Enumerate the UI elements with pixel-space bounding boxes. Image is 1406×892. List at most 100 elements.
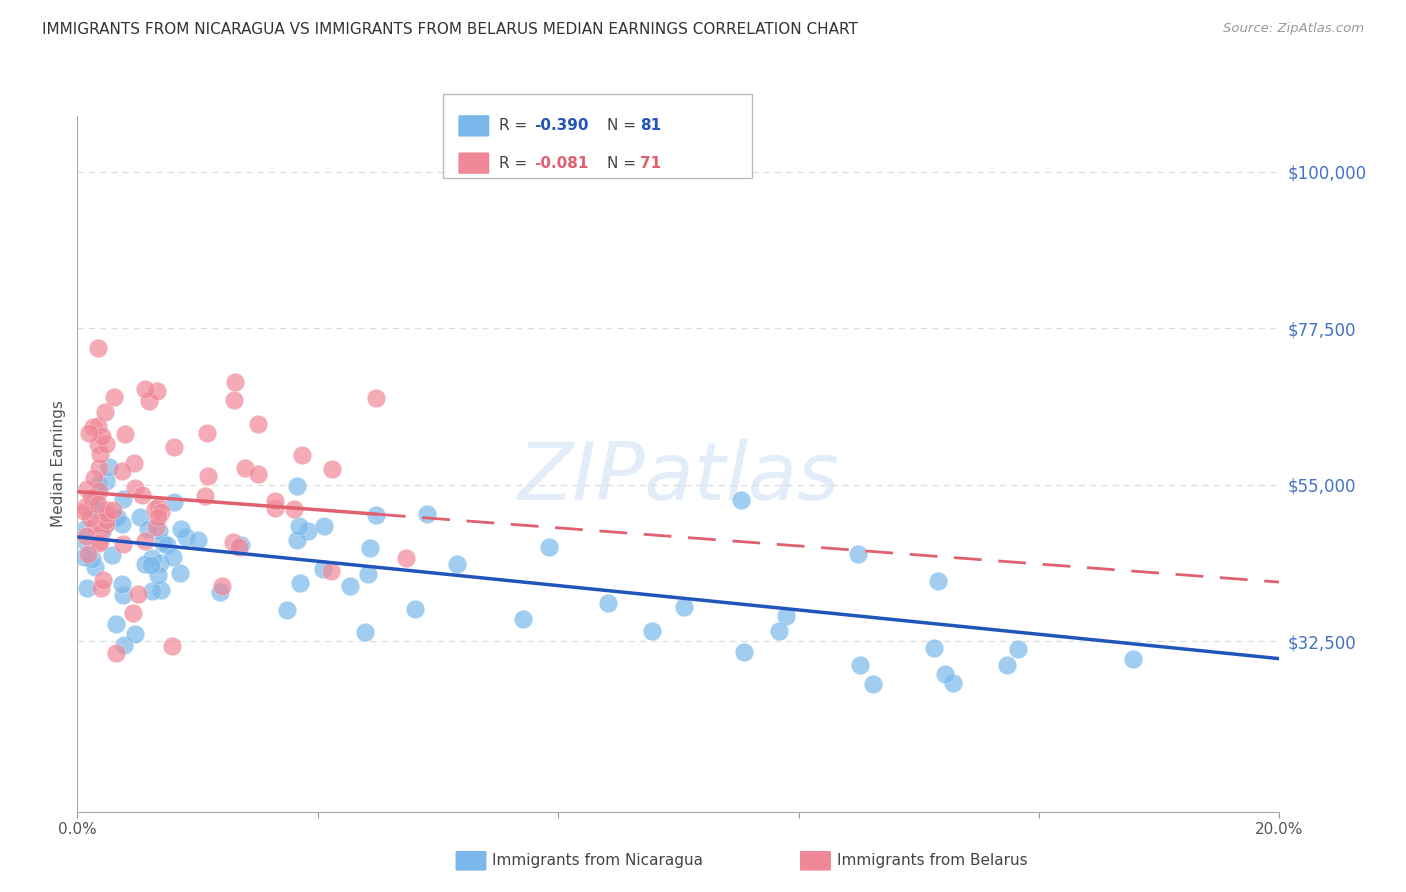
Point (82, 420, 104, 434)
Point (87, 461, 110, 475)
Point (768, 624, 790, 639)
Point (934, 667, 956, 681)
Point (112, 588, 135, 602)
Point (96, 506, 118, 520)
Point (103, 503, 125, 517)
Point (96, 511, 118, 525)
Point (174, 530, 197, 544)
Text: N =: N = (607, 155, 641, 170)
Point (163, 495, 186, 509)
Point (75, 528, 97, 542)
Point (76, 547, 98, 561)
Point (75, 521, 97, 535)
Point (77, 425, 100, 440)
Point (139, 558, 162, 572)
Point (124, 627, 146, 641)
Point (229, 538, 252, 552)
Point (134, 382, 156, 396)
Point (150, 505, 173, 519)
Point (111, 491, 134, 506)
Point (134, 533, 156, 548)
Point (122, 456, 145, 470)
Point (285, 533, 308, 548)
Point (404, 601, 426, 615)
Point (90, 507, 112, 521)
Point (1122, 652, 1144, 666)
Point (354, 625, 377, 640)
Point (862, 676, 884, 690)
Point (194, 489, 217, 503)
Point (103, 509, 125, 524)
Point (364, 508, 387, 523)
Point (91, 574, 114, 588)
Point (222, 535, 245, 549)
Point (73, 503, 96, 517)
Point (138, 394, 160, 409)
Point (312, 562, 335, 576)
Point (156, 537, 179, 551)
Point (291, 448, 314, 462)
Point (80, 490, 103, 504)
Point (146, 509, 169, 524)
Point (143, 501, 166, 516)
Text: ZIPatlas: ZIPatlas (517, 439, 839, 516)
Point (446, 557, 468, 571)
Y-axis label: Median Earnings: Median Earnings (51, 401, 66, 527)
Point (149, 556, 172, 570)
Point (288, 576, 311, 591)
Point (276, 603, 298, 617)
Point (224, 392, 246, 407)
Point (641, 624, 664, 638)
Point (141, 550, 163, 565)
Point (73, 550, 96, 565)
Point (91, 524, 114, 539)
Point (146, 384, 169, 399)
Point (247, 417, 270, 431)
Point (131, 488, 153, 502)
Point (321, 462, 343, 476)
Point (89, 534, 111, 549)
Point (105, 509, 128, 524)
Point (73, 500, 96, 514)
Point (90, 582, 112, 596)
Point (538, 540, 561, 554)
Point (416, 507, 439, 521)
Point (89, 477, 111, 491)
Point (846, 547, 869, 561)
Point (162, 549, 184, 564)
Point (339, 579, 361, 593)
Point (87, 484, 110, 499)
Point (849, 657, 872, 672)
Point (134, 557, 156, 571)
Point (76, 482, 98, 496)
Point (146, 567, 169, 582)
Point (942, 676, 965, 690)
Point (512, 612, 534, 626)
Point (103, 390, 125, 404)
Point (285, 479, 308, 493)
Point (730, 493, 752, 508)
Point (79, 510, 101, 524)
Point (148, 500, 170, 514)
Point (264, 494, 287, 508)
Point (105, 646, 128, 660)
Point (211, 579, 233, 593)
Point (149, 583, 172, 598)
Point (321, 564, 343, 578)
Text: Source: ZipAtlas.com: Source: ZipAtlas.com (1223, 22, 1364, 36)
Point (87, 436, 110, 450)
Point (170, 522, 193, 536)
Point (127, 587, 149, 601)
Point (228, 540, 250, 554)
Point (86, 497, 108, 511)
Point (136, 523, 159, 537)
Text: IMMIGRANTS FROM NICARAGUA VS IMMIGRANTS FROM BELARUS MEDIAN EARNINGS CORRELATION: IMMIGRANTS FROM NICARAGUA VS IMMIGRANTS … (42, 22, 858, 37)
Point (83, 471, 105, 485)
Point (233, 460, 256, 475)
Point (96, 503, 118, 517)
Point (124, 481, 146, 495)
Point (247, 467, 270, 481)
Point (288, 519, 311, 533)
Point (82, 501, 104, 516)
Point (110, 576, 132, 591)
